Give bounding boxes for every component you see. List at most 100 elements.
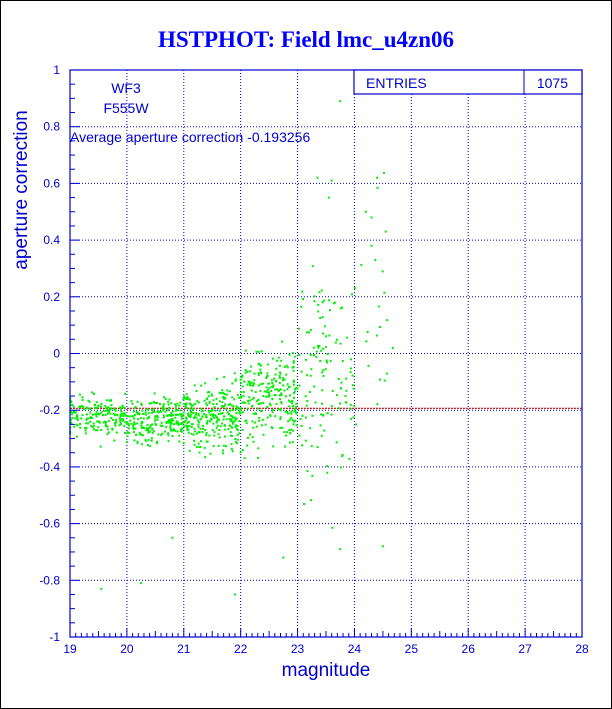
data-point: [144, 439, 147, 442]
data-point: [186, 397, 189, 400]
data-point: [260, 372, 263, 375]
data-point: [298, 434, 301, 437]
data-point: [344, 401, 347, 404]
data-point: [310, 499, 313, 502]
y-tick-label: 0.8: [43, 120, 60, 134]
data-point: [70, 401, 73, 404]
data-points: [69, 100, 394, 596]
data-point: [201, 416, 204, 419]
data-point: [265, 377, 268, 380]
data-point: [221, 391, 224, 394]
data-point: [325, 361, 328, 364]
data-point: [251, 420, 254, 423]
data-point: [80, 417, 83, 420]
data-point: [283, 378, 286, 381]
data-point: [146, 444, 149, 447]
data-point: [78, 393, 81, 396]
data-point: [292, 423, 295, 426]
data-point: [162, 407, 165, 410]
data-point: [198, 421, 201, 424]
grid-lines: [70, 70, 582, 637]
data-point: [120, 423, 123, 426]
data-point: [156, 418, 159, 421]
data-point: [140, 427, 143, 430]
data-point: [309, 427, 312, 430]
data-point: [208, 400, 211, 403]
data-point: [123, 406, 126, 409]
data-point: [283, 365, 286, 368]
stats-entries-value: 1075: [537, 75, 568, 91]
data-point: [175, 422, 178, 425]
data-point: [385, 372, 388, 375]
data-point: [218, 391, 221, 394]
data-point: [208, 420, 211, 423]
data-point: [326, 471, 329, 474]
data-point: [221, 422, 224, 425]
data-point: [291, 400, 294, 403]
data-point: [246, 370, 249, 373]
data-point: [239, 396, 242, 399]
y-tick-label: -0.8: [39, 573, 60, 587]
data-point: [82, 408, 85, 411]
data-point: [168, 406, 171, 409]
data-point: [284, 445, 287, 448]
data-point: [233, 420, 236, 423]
data-point: [115, 418, 118, 421]
data-point: [236, 442, 239, 445]
data-point: [167, 420, 170, 423]
data-point: [233, 398, 236, 401]
data-point: [218, 418, 221, 421]
data-point: [94, 413, 97, 416]
data-point: [221, 389, 224, 392]
data-point: [76, 417, 79, 420]
data-point: [295, 405, 298, 408]
data-point: [187, 431, 190, 434]
data-point: [162, 403, 165, 406]
data-point: [152, 400, 155, 403]
data-point: [278, 408, 281, 411]
data-point: [240, 376, 243, 379]
data-point: [149, 445, 152, 448]
data-point: [370, 244, 373, 247]
data-point: [123, 431, 126, 434]
data-point: [275, 367, 278, 370]
data-point: [217, 433, 220, 436]
data-point: [236, 438, 239, 441]
data-point: [278, 382, 281, 385]
data-point: [190, 426, 193, 429]
data-point: [126, 435, 129, 438]
data-point: [249, 383, 252, 386]
data-point: [261, 382, 264, 385]
data-point: [307, 331, 310, 334]
data-point: [199, 417, 202, 420]
data-point: [158, 402, 161, 405]
data-point: [224, 403, 227, 406]
data-point: [146, 417, 149, 420]
data-point: [244, 369, 247, 372]
data-point: [251, 398, 254, 401]
data-point: [132, 410, 135, 413]
x-tick-label: 20: [120, 642, 134, 656]
data-point: [266, 363, 269, 366]
data-point: [137, 418, 140, 421]
data-point: [324, 368, 327, 371]
data-point: [341, 453, 344, 456]
data-point: [131, 415, 134, 418]
data-point: [119, 421, 122, 424]
data-point: [272, 385, 275, 388]
data-point: [245, 419, 248, 422]
data-point: [118, 417, 121, 420]
data-point: [341, 455, 344, 458]
data-point: [224, 445, 227, 448]
data-point: [162, 416, 165, 419]
data-point: [174, 403, 177, 406]
data-point: [350, 417, 353, 420]
data-point: [114, 424, 117, 427]
data-point: [262, 433, 265, 436]
data-point: [268, 382, 271, 385]
data-point: [170, 413, 173, 416]
data-point: [230, 443, 233, 446]
data-point: [223, 435, 226, 438]
data-point: [278, 364, 281, 367]
data-point: [164, 430, 167, 433]
